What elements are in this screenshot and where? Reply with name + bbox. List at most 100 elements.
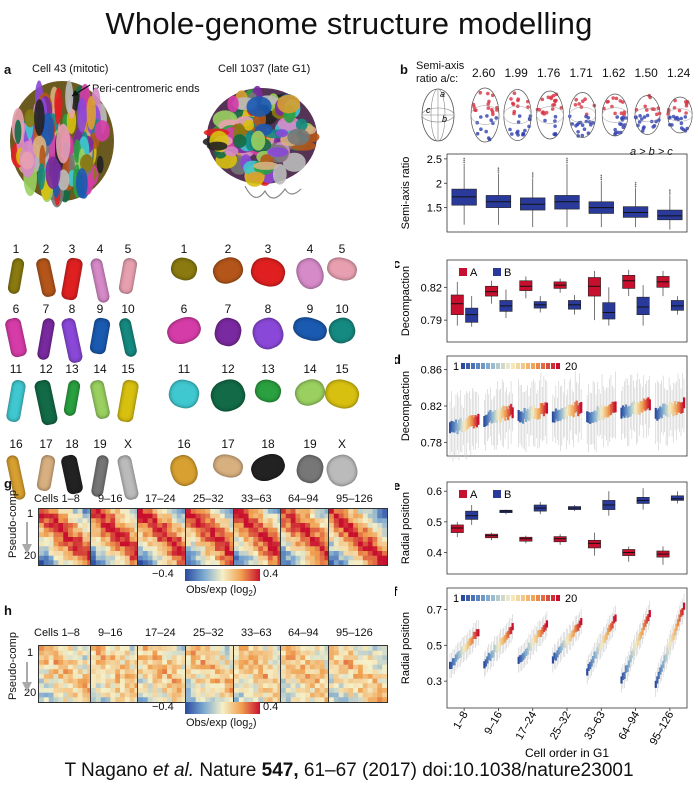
panel_h-group-label-6: 95–126 bbox=[336, 627, 373, 639]
radial-position-pc-box bbox=[598, 643, 601, 651]
semi-axis-ratio-5: 1.50 bbox=[634, 66, 658, 80]
decompaction-pc-box bbox=[572, 406, 575, 418]
decompaction-pc-scale-swatch bbox=[511, 363, 515, 369]
decompaction-box-A-6 bbox=[656, 270, 670, 297]
radial-position-pc-box bbox=[553, 652, 556, 660]
chromosome-mitotic-10 bbox=[118, 317, 138, 358]
decompaction-pc-box bbox=[592, 411, 595, 423]
radial-position-pc-box bbox=[496, 644, 499, 652]
decompaction-pc-box bbox=[495, 411, 498, 423]
radial-position-pc-box bbox=[460, 646, 464, 655]
chrom-label-mitotic-8: 8 bbox=[68, 302, 76, 316]
decompaction-pc-box bbox=[624, 404, 628, 416]
panel-h-colorbar bbox=[185, 702, 260, 714]
radial-position-pc-box bbox=[449, 661, 452, 670]
panel-g-colorbar bbox=[185, 569, 260, 581]
decompaction-box-A-0 bbox=[450, 281, 464, 326]
radial-position-pc-panel-label: f bbox=[395, 584, 398, 599]
inequality-text: a > b > c bbox=[630, 146, 673, 158]
radial-position-pc-box bbox=[659, 667, 662, 675]
decompaction-pc-box bbox=[641, 401, 644, 413]
decompaction-pc-box bbox=[490, 412, 493, 424]
decompaction-pc-box bbox=[508, 405, 511, 417]
panel-g-tick-top: 1 bbox=[27, 508, 34, 520]
panel-b-axis-label: Semi-axis ratio a/c: bbox=[416, 60, 465, 85]
panel_g-group-label-2: 17–24 bbox=[145, 493, 176, 505]
radial-position-pc-box bbox=[566, 637, 569, 646]
radial-position-pc-box bbox=[683, 602, 686, 610]
decompaction-frame bbox=[446, 259, 688, 343]
decompaction-pc-box bbox=[536, 408, 540, 420]
decompaction-pc-box bbox=[636, 402, 640, 414]
decompaction-pc-ytick: 0.82 bbox=[421, 401, 442, 413]
decompaction-pc-box bbox=[530, 407, 534, 419]
decompaction-pc-box bbox=[449, 422, 452, 434]
chromosome-g1-11 bbox=[165, 376, 203, 412]
decompaction-pc-scale-swatch bbox=[526, 363, 530, 369]
panel_g-heatmap-5 bbox=[280, 508, 340, 566]
decompaction-pc-box bbox=[498, 409, 501, 421]
panel-h-cbar-label: Obs/exp (log2) bbox=[186, 717, 257, 732]
radial-position-pc-box bbox=[526, 647, 529, 655]
decompaction-legend-swatch-B bbox=[493, 268, 501, 276]
radial-position-pc-ytick: 0.3 bbox=[427, 676, 442, 688]
decompaction-pc-box bbox=[542, 405, 546, 417]
radial-position-pc-box bbox=[629, 655, 632, 663]
radial-position-pc-box bbox=[486, 656, 489, 664]
panel-g-cbar-min: −0.4 bbox=[152, 568, 174, 580]
radial-position-pc-box bbox=[532, 638, 535, 646]
decompaction-pc-box bbox=[465, 418, 468, 430]
chromosome-mitotic-8 bbox=[60, 317, 84, 364]
decompaction-pc-box bbox=[669, 401, 672, 413]
radial-position-box-B-4 bbox=[602, 491, 616, 516]
chrom-label-mitotic-5: 5 bbox=[124, 242, 132, 256]
radial-position-pc-box bbox=[569, 634, 572, 642]
radial-position-pc-box bbox=[539, 629, 543, 638]
x-tick-3: 25–32 bbox=[548, 710, 574, 742]
semi-axis-ytick: 2 bbox=[436, 178, 442, 190]
decompaction-pc-box bbox=[635, 403, 638, 415]
decompaction-pc-box bbox=[502, 405, 505, 417]
radial-position-pc-box bbox=[665, 653, 668, 661]
panel_h-group-label-2: 17–24 bbox=[145, 627, 176, 639]
decompaction-pc-box bbox=[683, 397, 686, 409]
radial-position-pc-box bbox=[556, 650, 559, 658]
chrom-label-g1-1: 1 bbox=[180, 242, 188, 256]
decompaction-pc-ytick: 0.86 bbox=[421, 365, 442, 377]
decompaction-legend-A: A bbox=[470, 267, 478, 279]
radial-position-pc-box bbox=[525, 648, 528, 657]
decompaction-pc-box bbox=[504, 409, 507, 421]
radial-position-pc-box bbox=[656, 676, 659, 684]
radial-position-pc-scale-swatch bbox=[476, 595, 480, 601]
decompaction-box-B-3 bbox=[568, 294, 582, 315]
radial-position-pc-box bbox=[527, 642, 531, 650]
peri-centromeric-annotation: Peri-centromeric ends bbox=[92, 83, 200, 95]
decompaction-pc-box bbox=[681, 402, 684, 413]
ellipsoid-0 bbox=[470, 87, 500, 143]
radial-position-pc-box bbox=[451, 658, 455, 666]
radial-position-box-B-0 bbox=[465, 505, 479, 525]
panel_g-group-label-0: Cells 1–8 bbox=[34, 493, 80, 505]
decompaction-pc-box bbox=[492, 411, 495, 423]
chromosome-mitotic-11 bbox=[5, 379, 27, 423]
radial-position-pc-box bbox=[459, 650, 462, 658]
radial-position-pc-box bbox=[644, 619, 647, 627]
radial-position-pc-ytick: 0.5 bbox=[427, 640, 442, 652]
ellipsoid-2 bbox=[535, 90, 564, 140]
radial-position-pc-scale-swatch bbox=[556, 595, 560, 601]
radial-position-pc-box bbox=[454, 654, 458, 662]
decompaction-pc-box bbox=[633, 404, 637, 415]
radial-position-pc-box bbox=[559, 645, 562, 653]
decompaction-pc-box bbox=[678, 401, 681, 413]
panel_g-group-label-3: 25–32 bbox=[193, 493, 224, 505]
radial-position-pc-box bbox=[541, 627, 544, 635]
radial-position-pc-box bbox=[499, 638, 502, 646]
chromosome-g1-2 bbox=[209, 253, 247, 288]
decompaction-legend-B: B bbox=[504, 267, 511, 279]
radial-position-pc-box bbox=[563, 640, 566, 649]
decompaction-pc-box bbox=[450, 420, 453, 432]
decompaction-pc-box bbox=[612, 401, 616, 413]
ellipsoid-4 bbox=[601, 93, 629, 137]
decompaction-pc-box bbox=[520, 411, 523, 423]
chromosome-g1-18 bbox=[247, 449, 289, 486]
